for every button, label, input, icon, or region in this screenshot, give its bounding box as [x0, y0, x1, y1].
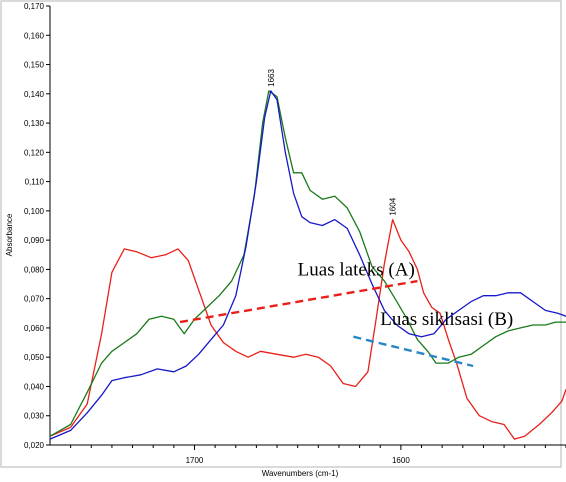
peak-label: 1663 — [267, 69, 276, 87]
y-tick-label: 0,100 — [24, 207, 45, 216]
x-tick-label: 1700 — [186, 456, 204, 465]
x-tick-label: 1600 — [392, 456, 410, 465]
y-tick-label: 0,090 — [24, 236, 45, 245]
dashed-line-1 — [179, 279, 418, 324]
y-tick-label: 0,160 — [24, 31, 45, 40]
y-tick-label: 0,150 — [24, 61, 45, 70]
y-tick-label: 0,050 — [24, 353, 45, 362]
chart-border — [0, 0, 562, 468]
annotation-label: Luas lateks (A) — [298, 259, 415, 280]
y-tick-label: 0,070 — [24, 295, 45, 304]
spectrum-line-1 — [50, 218, 566, 440]
x-axis-title: Wavenumbers (cm-1) — [262, 469, 339, 478]
y-tick-label: 0,120 — [24, 148, 45, 157]
y-axis-title: Absorbance — [5, 213, 14, 256]
annotation-label: Luas siklisasi (B) — [380, 309, 513, 330]
y-tick-label: 0,080 — [24, 265, 45, 274]
y-tick-label: 0,140 — [24, 90, 45, 99]
peak-label: 1604 — [389, 197, 398, 215]
y-tick-label: 0,130 — [24, 119, 45, 128]
y-tick-label: 0,170 — [24, 2, 45, 11]
y-tick-label: 0,020 — [24, 441, 45, 450]
spectrum-line-2 — [50, 90, 566, 437]
y-tick-label: 0,040 — [24, 382, 45, 391]
y-tick-label: 0,030 — [24, 412, 45, 421]
y-tick-label: 0,110 — [25, 178, 45, 187]
y-tick-label: 0,060 — [24, 324, 45, 333]
dashed-line-2 — [353, 335, 474, 368]
spectrum-line-3 — [50, 90, 566, 440]
